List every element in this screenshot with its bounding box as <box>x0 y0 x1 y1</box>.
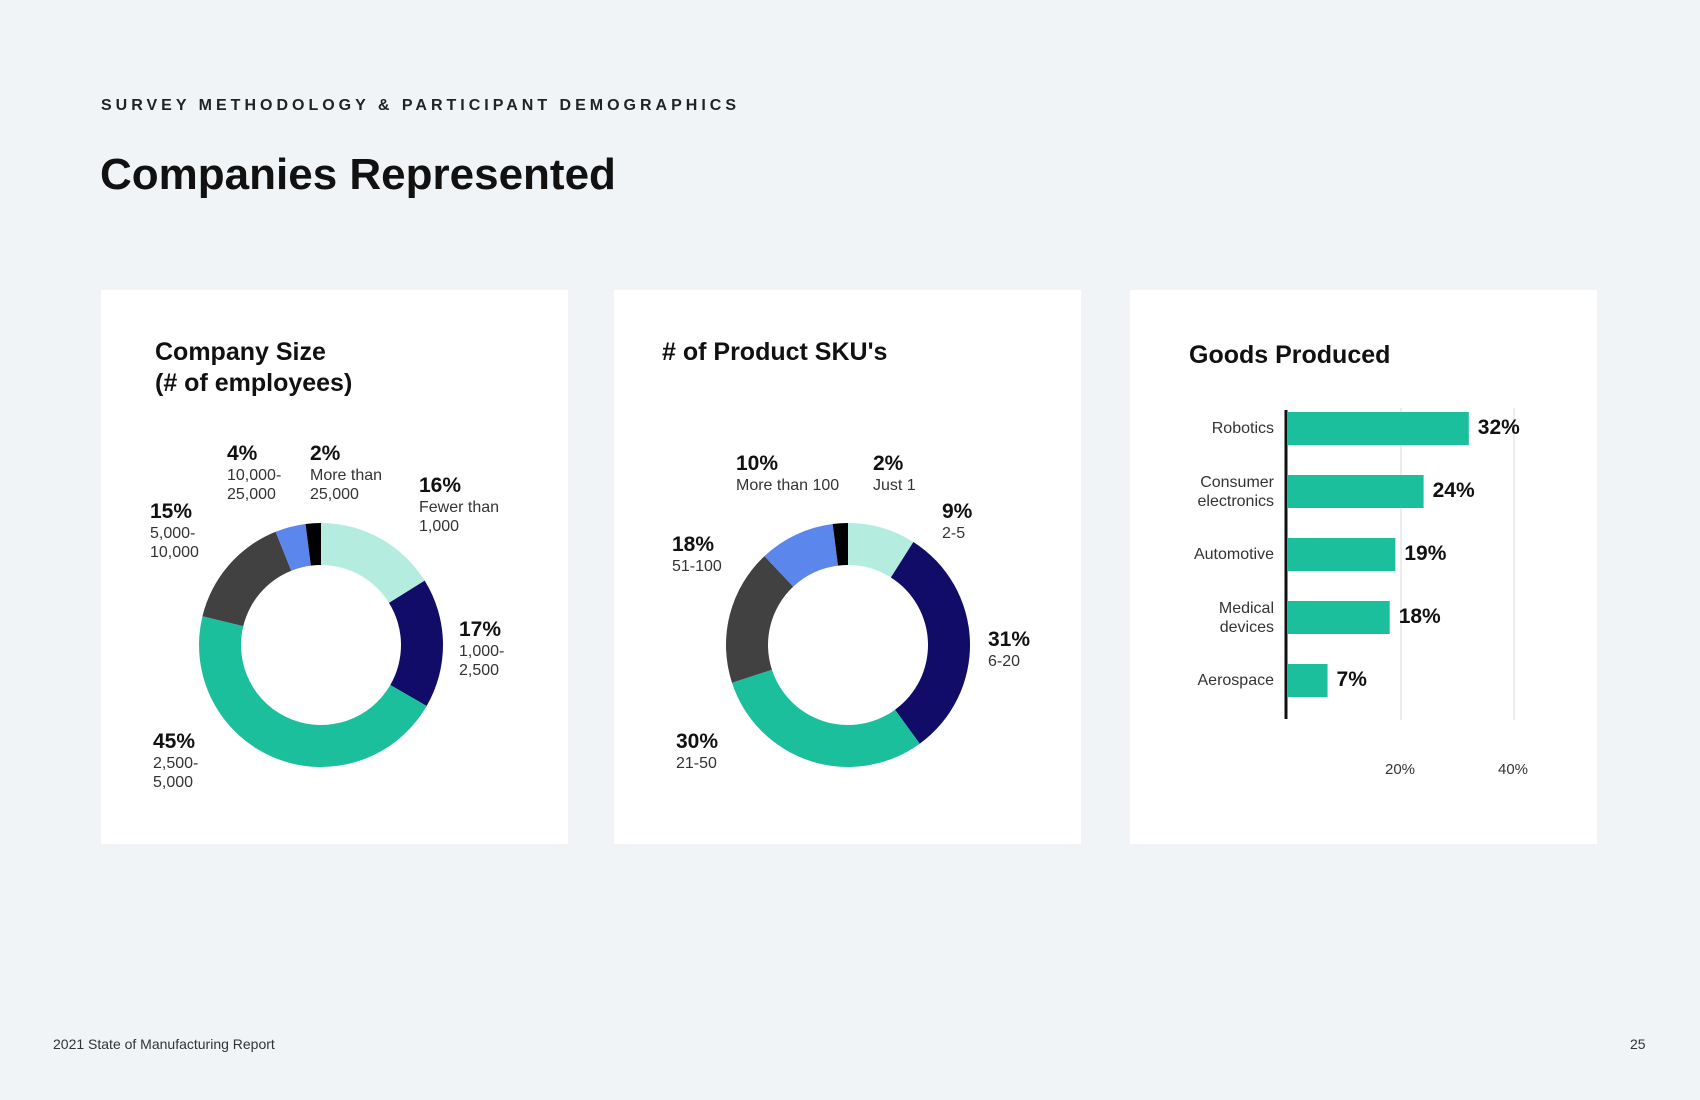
goods-produced-xtick-0: 20% <box>1385 761 1416 778</box>
company-size-label-10000-25000: 4% 10,000- 25,000 <box>227 442 281 504</box>
company-size-cat-more-than-25000: More than 25,000 <box>310 467 383 503</box>
company-size-label-fewer-than-1000: 16% Fewer than 1,000 <box>419 474 499 536</box>
goods-produced-value-2: 19% <box>1404 541 1447 565</box>
goods-produced-value-1: 24% <box>1432 478 1475 502</box>
company-size-slice-3 <box>202 531 292 627</box>
goods-produced-bar-4 <box>1288 664 1328 697</box>
company-size-card: Company Size (# of employees) 16% Fewer … <box>101 290 568 844</box>
footer-report-name: 2021 State of Manufacturing Report <box>53 1036 275 1052</box>
goods-produced-title: Goods Produced <box>1189 341 1391 369</box>
product-skus-cat-2-5: 2-5 <box>942 525 966 542</box>
page-title: Companies Represented <box>100 150 616 199</box>
product-skus-cat-51-100: 51-100 <box>672 558 722 575</box>
company-size-label-1000-2500: 17% 1,000- 2,500 <box>459 618 504 680</box>
company-size-cat-10000-25000: 10,000- 25,000 <box>227 467 282 503</box>
product-skus-label-2-5: 9% 2-5 <box>942 500 972 543</box>
company-size-label-5000-10000: 15% 5,000- 10,000 <box>150 500 199 562</box>
company-size-pct-5000-10000: 15% <box>150 500 193 523</box>
product-skus-label-6-20: 31% 6-20 <box>988 628 1030 671</box>
company-size-cat-1000-2500: 1,000- 2,500 <box>459 643 505 679</box>
product-skus-pct-6-20: 31% <box>988 628 1031 651</box>
company-size-pct-10000-25000: 4% <box>227 442 258 465</box>
product-skus-donut <box>726 523 970 767</box>
company-size-title: Company Size (# of employees) <box>155 338 353 397</box>
page-eyebrow: SURVEY METHODOLOGY & PARTICIPANT DEMOGRA… <box>101 97 741 114</box>
product-skus-pct-just-1: 2% <box>873 452 904 475</box>
goods-produced-category-0: Robotics <box>1211 420 1274 437</box>
company-size-pct-1000-2500: 17% <box>459 618 502 641</box>
product-skus-label-21-50: 30% 21-50 <box>676 730 718 773</box>
company-size-slice-5 <box>305 523 321 566</box>
product-skus-slice-4 <box>764 523 838 587</box>
goods-produced-value-4: 7% <box>1336 667 1367 691</box>
company-size-label-more-than-25000: 2% More than 25,000 <box>310 442 382 504</box>
goods-produced-category-axis: Robotics Consumer electronics Automotive Me… <box>1130 290 1274 844</box>
product-skus-label-just-1: 2% Just 1 <box>873 452 916 495</box>
goods-produced-category-3: Medical devices <box>1218 599 1274 636</box>
product-skus-pct-21-50: 30% <box>676 730 719 753</box>
company-size-cat-5000-10000: 5,000- 10,000 <box>150 525 199 561</box>
goods-produced-bar-2 <box>1288 538 1396 571</box>
goods-produced-xtick-1: 40% <box>1498 761 1529 778</box>
product-skus-slice-5 <box>832 523 848 566</box>
footer-page-number: 25 <box>1630 1036 1646 1052</box>
product-skus-cat-just-1: Just 1 <box>873 477 916 494</box>
goods-produced-category-1: Consumer electronics <box>1197 473 1274 510</box>
company-size-slice-0 <box>321 523 425 603</box>
company-size-cat-2500-5000: 2,500- 5,000 <box>153 755 199 791</box>
company-size-donut <box>199 523 443 767</box>
product-skus-slice-0 <box>848 523 914 578</box>
product-skus-cat-6-20: 6-20 <box>988 653 1021 670</box>
product-skus-pct-51-100: 18% <box>672 533 715 556</box>
goods-produced-value-labels: 20% 40% 32% 24% 19% 18% 7% <box>1130 290 1597 844</box>
goods-produced-card: Goods Produced Robotics Consumer electron… <box>1130 290 1597 844</box>
goods-produced-bar-chart <box>1284 408 1515 720</box>
product-skus-cat-more-than-100: More than 100 <box>736 477 840 494</box>
company-size-pct-more-than-25000: 2% <box>310 442 341 465</box>
product-skus-slice-2 <box>731 669 920 767</box>
product-skus-label-51-100: 18% 51-100 <box>672 533 722 576</box>
company-size-slice-1 <box>388 580 443 706</box>
goods-produced-category-4: Aerospace <box>1197 672 1275 689</box>
company-size-pct-2500-5000: 45% <box>153 730 196 753</box>
company-size-label-2500-5000: 45% 2,500- 5,000 <box>153 730 198 792</box>
product-skus-slice-3 <box>726 556 794 683</box>
goods-produced-bar-1 <box>1288 475 1424 508</box>
company-size-slice-2 <box>199 616 427 767</box>
product-skus-cat-21-50: 21-50 <box>676 755 717 772</box>
product-skus-pct-more-than-100: 10% <box>736 452 779 475</box>
company-size-cat-fewer-than-1000: Fewer than 1,000 <box>419 499 500 535</box>
product-skus-card: # of Product SKU's 9% 2-5 31% 6-20 30% 2… <box>614 290 1081 844</box>
goods-produced-bar-3 <box>1288 601 1390 634</box>
product-skus-slice-1 <box>890 541 970 744</box>
goods-produced-value-3: 18% <box>1398 604 1441 628</box>
company-size-pct-fewer-than-1000: 16% <box>419 474 462 497</box>
product-skus-title: # of Product SKU's <box>662 338 888 366</box>
product-skus-pct-2-5: 9% <box>942 500 973 523</box>
goods-produced-bar-0 <box>1288 412 1469 445</box>
company-size-slice-4 <box>275 523 311 571</box>
product-skus-label-more-than-100: 10% More than 100 <box>736 452 839 495</box>
goods-produced-category-2: Automotive <box>1193 546 1274 563</box>
goods-produced-value-0: 32% <box>1477 415 1520 439</box>
